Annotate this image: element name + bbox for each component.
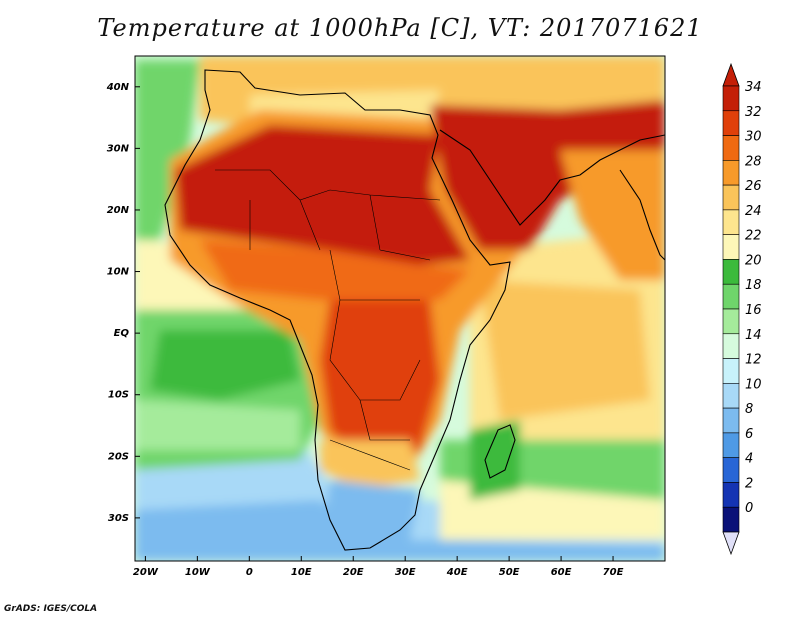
colorbar-segment	[722, 234, 740, 260]
colorbar-label: 20	[745, 253, 762, 268]
field-madagascar-green	[470, 420, 520, 500]
colorbar-segment	[722, 85, 740, 112]
colorbar-label: 8	[745, 402, 753, 417]
field-sahara-red	[175, 125, 470, 265]
lon-tick-label: 50E	[499, 567, 520, 578]
lat-tick-label: 20N	[107, 205, 130, 216]
colorbar-label: 18	[745, 278, 762, 293]
field-south-cool	[135, 500, 665, 561]
colorbar-label: 2	[745, 476, 753, 491]
lat-tick-label: 40N	[106, 82, 130, 93]
longitude-axis: 20W 10W 0 10E 20E 30E 40E 50E 60E 70E	[133, 556, 624, 578]
lon-tick-label: 0	[246, 567, 253, 578]
lon-tick-label: 20E	[343, 567, 364, 578]
colorbar-label: 0	[745, 501, 753, 516]
lat-tick-label: 30S	[108, 513, 129, 524]
lat-tick-label: 10S	[108, 390, 129, 401]
india-coast	[619, 169, 665, 261]
coastline	[164, 69, 511, 551]
lat-tick-label: EQ	[114, 328, 130, 339]
colorbar-label: 22	[745, 229, 762, 244]
colorbar-top-arrow	[722, 62, 740, 87]
field-central-red	[320, 300, 440, 470]
colorbar-segment	[722, 333, 740, 359]
map-frame	[134, 55, 666, 562]
lon-tick-label: 10W	[185, 567, 211, 578]
lon-tick-label: 40E	[446, 567, 468, 578]
colorbar-label: 30	[745, 130, 762, 145]
field-indian-orange	[480, 280, 650, 420]
latitude-axis: 40N 30N 20N 10N EQ 10S 20S 30S	[106, 82, 140, 524]
colorbar-segment	[722, 358, 740, 384]
colorbar-segment	[722, 407, 740, 434]
colorbar-segment	[722, 135, 740, 161]
arabian-coast	[439, 129, 665, 226]
temperature-field	[135, 56, 665, 561]
lat-tick-label: 30N	[107, 143, 130, 154]
colorbar-label: 26	[745, 179, 762, 194]
field-indian-cream	[440, 480, 665, 540]
colorbar-segment	[722, 457, 740, 483]
colorbar-label: 12	[745, 353, 762, 368]
madagascar-coast	[484, 424, 516, 479]
map-title: Temperature at 1000hPa [C], VT: 20170716…	[97, 14, 703, 42]
colorbar-segment	[722, 184, 740, 211]
colorbar-label: 34	[745, 80, 762, 95]
colorbar-segment	[722, 506, 740, 533]
field-atlantic-green2	[150, 330, 300, 400]
colorbar-segment	[722, 110, 740, 136]
grads-credit: GrADS: IGES/COLA	[4, 604, 98, 614]
field-arabia-red	[430, 100, 665, 250]
lon-tick-label: 60E	[551, 567, 572, 578]
colorbar-segment	[722, 259, 740, 285]
colorbar-segment	[722, 383, 740, 409]
colorbar-label: 28	[745, 154, 762, 169]
lon-tick-label: 20W	[133, 567, 159, 578]
field-south-africa-orange	[320, 440, 420, 490]
lon-tick-label: 10E	[291, 567, 312, 578]
colorbar-segment	[722, 308, 740, 335]
country-borders	[215, 169, 441, 471]
colorbar-bottom-arrow	[722, 531, 740, 556]
lat-tick-label: 20S	[108, 451, 129, 462]
colorbar-label: 24	[745, 204, 762, 219]
colorbar-label: 32	[745, 105, 762, 120]
colorbar-label: 6	[745, 427, 753, 442]
lon-tick-label: 70E	[603, 567, 624, 578]
lat-tick-label: 10N	[107, 267, 130, 278]
colorbar-label: 16	[745, 303, 762, 318]
field-north-atlantic	[135, 60, 200, 240]
field-atlantic-pale	[135, 400, 300, 450]
lon-tick-label: 30E	[395, 567, 416, 578]
colorbar-segment	[722, 160, 740, 186]
colorbar-segment	[722, 432, 740, 458]
field-sahel-orange	[200, 240, 470, 300]
colorbar-segment	[722, 209, 740, 235]
field-india-orange	[560, 150, 665, 280]
colorbar-label: 10	[745, 377, 762, 392]
colorbar-label: 4	[745, 452, 753, 467]
colorbar-segment	[722, 482, 740, 508]
colorbar-segment	[722, 283, 740, 310]
colorbar-label: 14	[745, 328, 762, 343]
